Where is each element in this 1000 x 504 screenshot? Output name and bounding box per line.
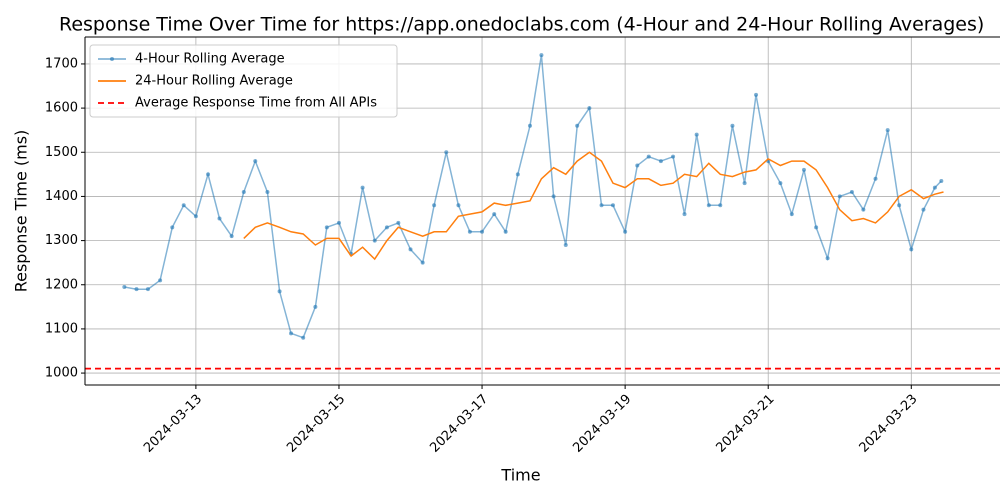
y-tick-label: 1300 [45,233,78,248]
data-point [289,331,294,336]
data-point [814,225,819,230]
data-point [503,229,508,234]
data-point [587,106,592,111]
data-point [789,212,794,217]
data-point [122,284,127,289]
data-point [778,181,783,186]
data-point [265,190,270,195]
legend-label: Average Response Time from All APIs [135,96,377,111]
y-tick-label: 1500 [45,145,78,160]
data-point [623,229,628,234]
data-point [515,172,520,177]
data-point [671,154,676,159]
y-tick-label: 1200 [45,277,78,292]
data-point [861,207,866,212]
x-tick-label: 2024-03-23 [857,392,921,456]
x-tick-label: 2024-03-17 [427,392,491,456]
y-tick-label: 1600 [45,101,78,116]
data-point [610,203,615,208]
data-point [718,203,723,208]
legend-label: 24-Hour Rolling Average [135,74,293,89]
data-point [384,225,389,230]
data-point [658,159,663,164]
data-point [301,335,306,340]
legend-label: 4-Hour Rolling Average [135,52,285,67]
data-point [694,132,699,137]
data-point [193,214,198,219]
y-tick-label: 1100 [45,321,78,336]
y-tick-label: 1400 [45,189,78,204]
data-point [551,194,556,199]
data-point [432,203,437,208]
y-axis-label: Response Time (ms) [12,130,31,293]
y-tick-label: 1700 [45,56,78,71]
data-point [480,229,485,234]
y-tick-label: 1000 [45,366,78,381]
data-point [909,247,914,252]
data-point [206,172,211,177]
data-point [396,220,401,225]
data-point [635,163,640,168]
data-point [742,181,747,186]
data-point [336,220,341,225]
data-point [837,194,842,199]
data-point [467,229,472,234]
data-point [444,150,449,155]
data-point [801,167,806,172]
data-point [492,212,497,217]
data-point [420,260,425,265]
x-tick-label: 2024-03-19 [570,392,634,456]
data-point [939,178,944,183]
data-point [372,238,377,243]
data-point [360,185,365,190]
data-point [885,128,890,133]
x-tick-label: 2024-03-15 [284,392,348,456]
legend-marker [110,57,114,61]
data-point [170,225,175,230]
data-point [313,304,318,309]
data-point [921,207,926,212]
data-point [229,234,234,239]
data-point [158,278,163,283]
data-point [849,190,854,195]
data-point [217,216,222,221]
x-axis-label: Time [500,466,540,485]
data-point [408,247,413,252]
data-point [825,256,830,261]
data-point [754,92,759,97]
data-point [599,203,604,208]
data-point [324,225,329,230]
data-point [241,190,246,195]
data-point [134,287,139,292]
data-point [897,203,902,208]
data-point [181,203,186,208]
legend: 4-Hour Rolling Average 24-Hour Rolling Av… [89,44,398,118]
series-line [124,54,942,339]
series-line [243,151,944,261]
data-point [145,287,150,292]
data-point [932,185,937,190]
x-tick-label: 2024-03-13 [141,392,205,456]
data-point [253,159,258,164]
data-point [527,123,532,128]
data-point [456,203,461,208]
data-point [730,123,735,128]
data-point [277,289,282,294]
data-point [563,243,568,248]
legend-box [89,44,398,118]
data-point [682,212,687,217]
data-point [873,176,878,181]
data-point [646,154,651,159]
chart-title: Response Time Over Time for https://app.… [59,14,984,36]
data-point [575,123,580,128]
data-point [539,53,544,58]
data-point [706,203,711,208]
x-tick-label: 2024-03-21 [713,392,777,456]
